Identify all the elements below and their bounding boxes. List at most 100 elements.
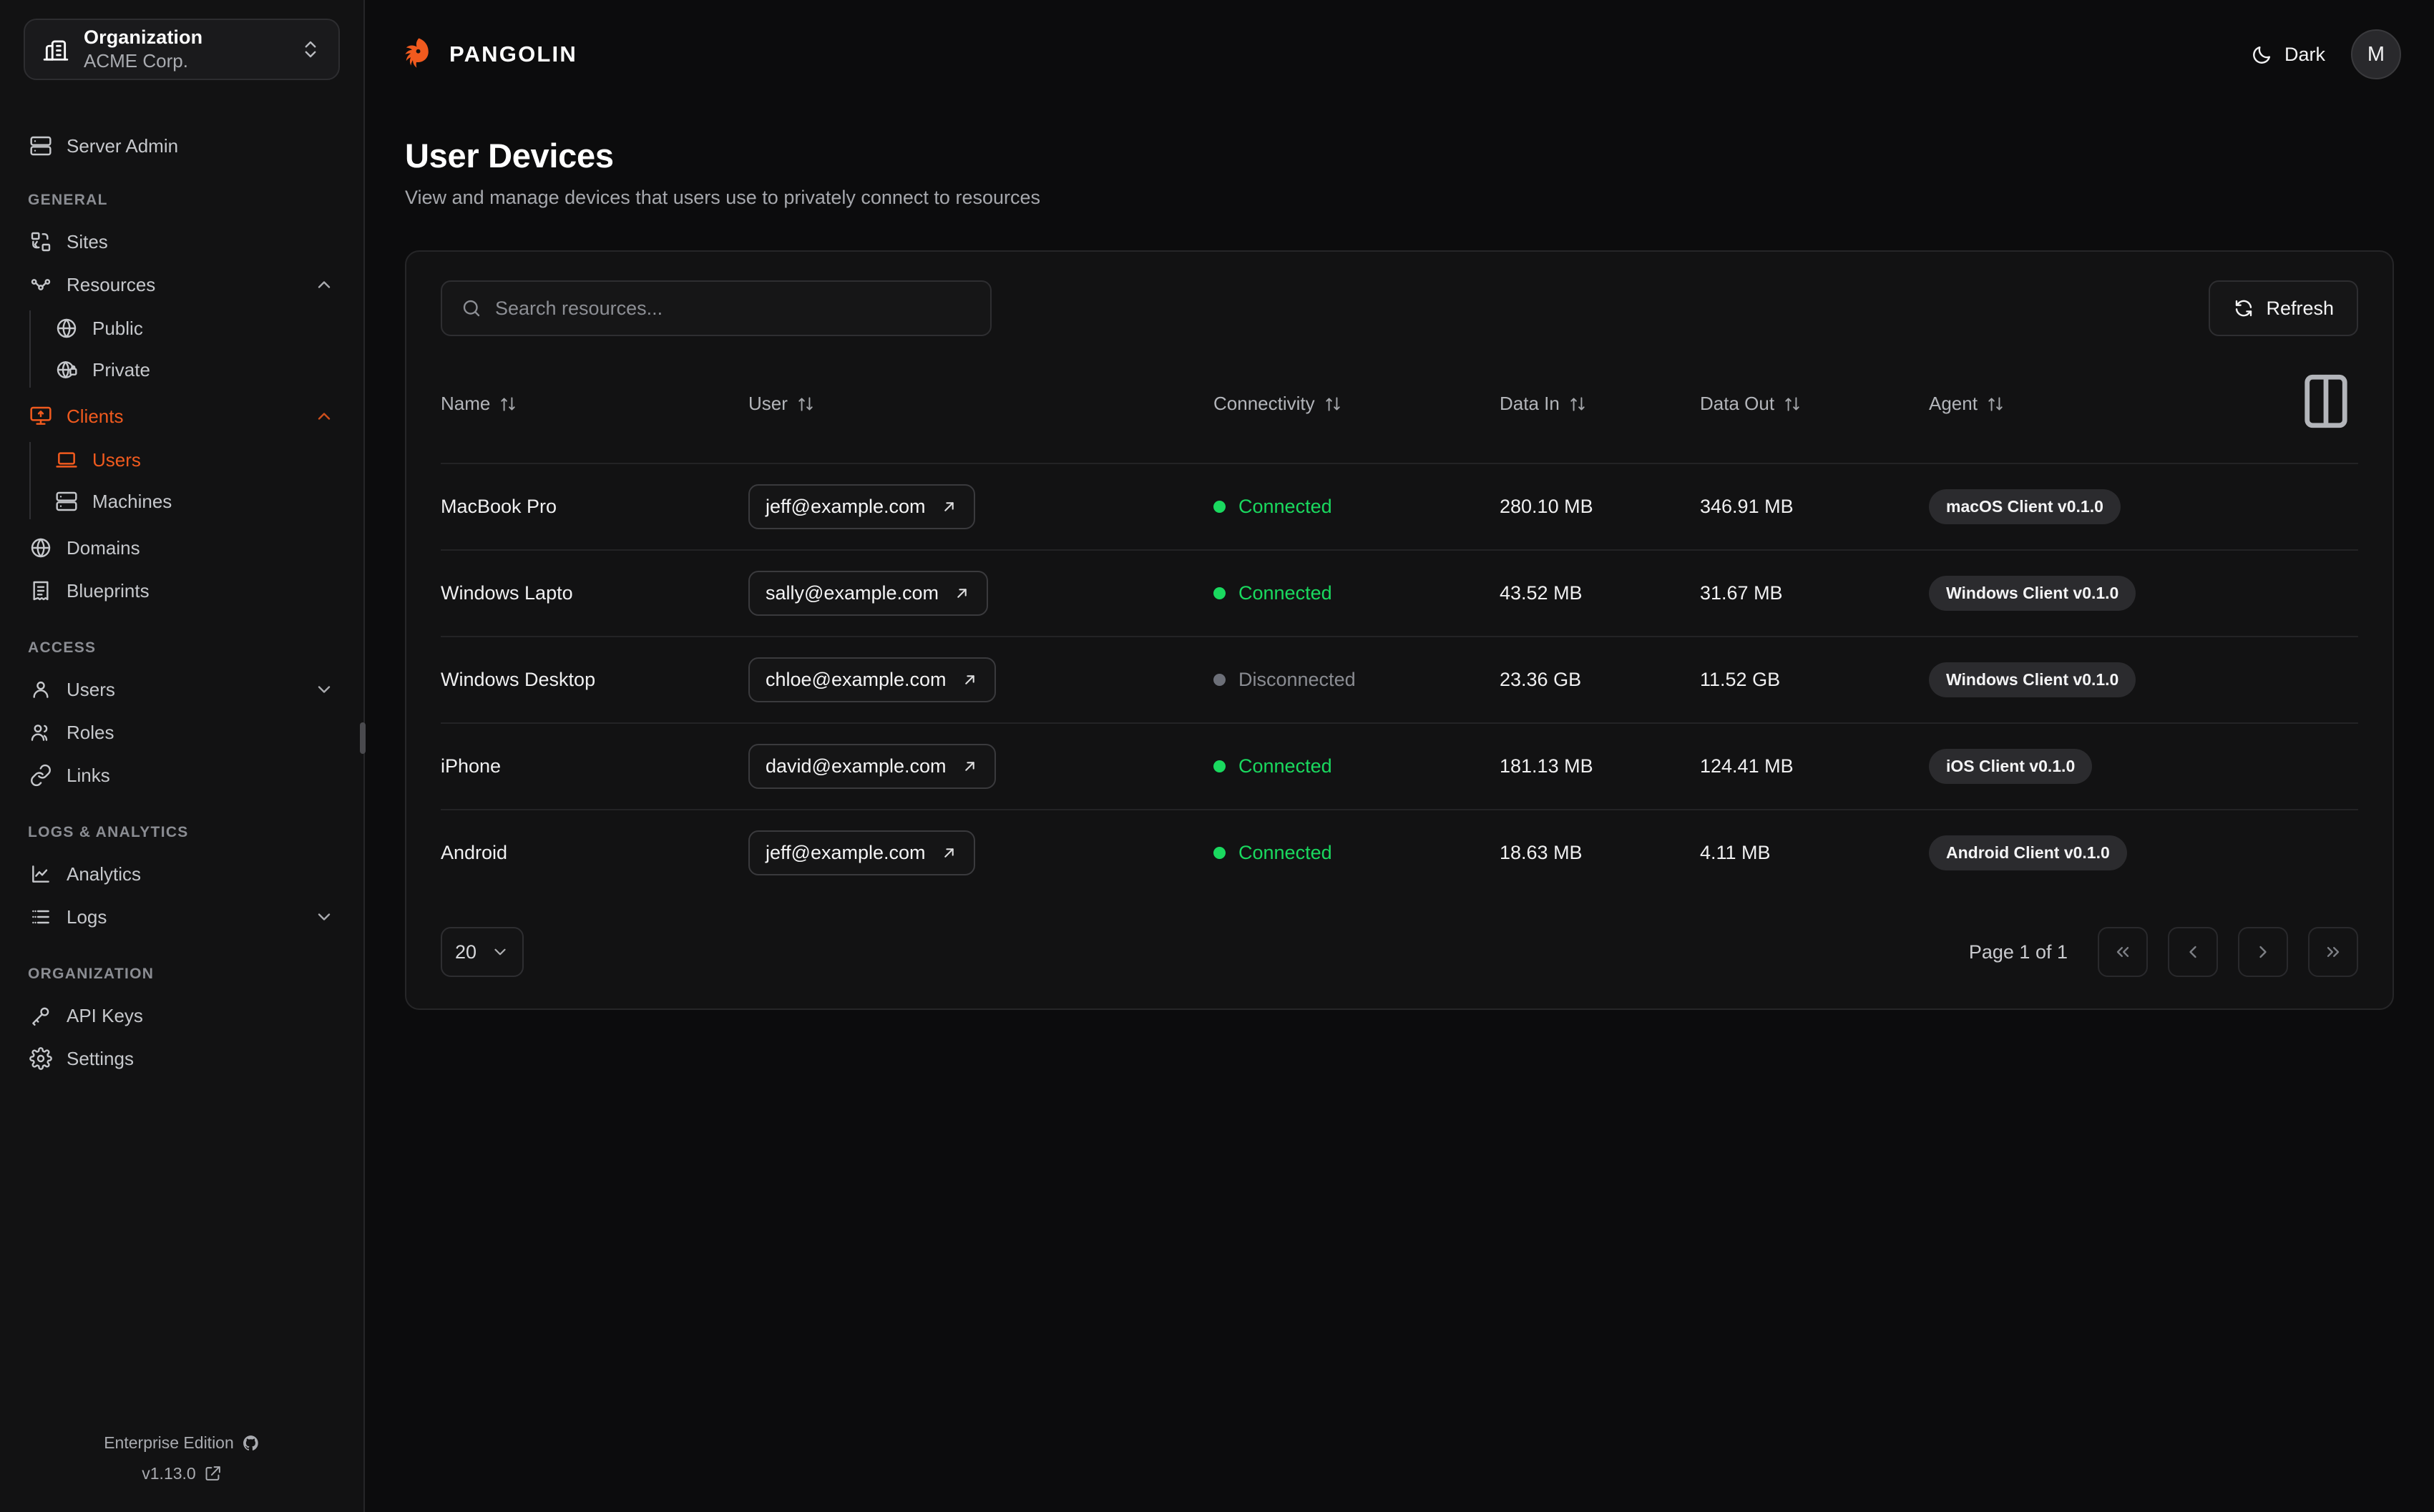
previous-page-button[interactable]: [2168, 927, 2218, 977]
topbar: PANGOLIN Dark M: [365, 0, 2434, 109]
edition-github-link[interactable]: Enterprise Edition: [104, 1433, 260, 1453]
sidebar-item-resources[interactable]: Resources: [24, 263, 340, 306]
cell-row-actions[interactable]: [2294, 810, 2358, 895]
column-header-user[interactable]: User: [748, 369, 1213, 463]
sidebar-item-public[interactable]: Public: [49, 308, 340, 349]
cell-name: iPhone: [441, 755, 502, 777]
cell-data-in: 43.52 MB: [1500, 582, 1583, 604]
sidebar-item-server-admin[interactable]: Server Admin: [24, 124, 340, 167]
page-size-select[interactable]: 20: [441, 927, 524, 977]
user-link-chip[interactable]: chloe@example.com: [748, 657, 996, 702]
table-row[interactable]: Windows Lapto sally@example.com: [441, 550, 2358, 637]
sidebar-item-blueprints[interactable]: Blueprints: [24, 569, 340, 612]
cell-row-actions[interactable]: [2294, 550, 2358, 637]
sidebar-item-label: Sites: [67, 230, 108, 252]
sort-icon: [1986, 395, 2005, 413]
sidebar-item-clients-users[interactable]: Users: [49, 439, 340, 481]
table-row[interactable]: iPhone david@example.com: [441, 723, 2358, 810]
status-label: Connected: [1238, 842, 1332, 863]
globe-icon: [55, 317, 78, 340]
column-header-data-in[interactable]: Data In: [1500, 369, 1700, 463]
external-link-icon: [204, 1465, 222, 1483]
user-link-chip[interactable]: sally@example.com: [748, 571, 988, 616]
column-label: Name: [441, 393, 491, 414]
sidebar-item-label: Machines: [92, 490, 172, 512]
chevron-down-icon[interactable]: [314, 907, 334, 927]
user-email: jeff@example.com: [766, 496, 926, 517]
sidebar-item-users[interactable]: Users: [24, 668, 340, 711]
gear-icon: [29, 1047, 52, 1070]
table-row[interactable]: Windows Desktop chloe@example.com: [441, 637, 2358, 723]
server-icon: [29, 134, 52, 157]
edition-label: Enterprise Edition: [104, 1433, 234, 1452]
org-switcher[interactable]: Organization ACME Corp.: [24, 19, 340, 80]
main-content: PANGOLIN Dark M User Devices View and: [365, 0, 2434, 1512]
table-row[interactable]: Android jeff@example.com: [441, 810, 2358, 895]
sidebar-item-api-keys[interactable]: API Keys: [24, 994, 340, 1037]
sidebar-item-logs[interactable]: Logs: [24, 895, 340, 938]
sidebar-item-sites[interactable]: Sites: [24, 220, 340, 263]
sidebar-item-links[interactable]: Links: [24, 754, 340, 797]
cell-row-actions[interactable]: [2294, 463, 2358, 550]
chevron-up-icon[interactable]: [314, 406, 334, 426]
cell-user: jeff@example.com: [748, 810, 1213, 895]
cell-row-actions[interactable]: [2294, 637, 2358, 723]
page-subtitle: View and manage devices that users use t…: [405, 187, 1040, 208]
cell-data-in: 181.13 MB: [1500, 755, 1593, 777]
sidebar-item-machines[interactable]: Machines: [49, 481, 340, 522]
avatar[interactable]: M: [2351, 29, 2401, 79]
next-page-button[interactable]: [2238, 927, 2288, 977]
sidebar-item-label: Clients: [67, 405, 124, 427]
refresh-button[interactable]: Refresh: [2209, 280, 2358, 336]
sidebar-item-label: Users: [92, 448, 141, 471]
user-link-chip[interactable]: jeff@example.com: [748, 484, 975, 529]
page-size-value: 20: [455, 941, 477, 963]
user-link-chip[interactable]: jeff@example.com: [748, 830, 975, 875]
status-badge: Disconnected: [1213, 669, 1356, 691]
chevron-down-icon[interactable]: [314, 679, 334, 699]
theme-toggle-button[interactable]: Dark: [2251, 44, 2325, 66]
cell-row-actions[interactable]: [2294, 723, 2358, 810]
chevron-right-icon: [2253, 942, 2273, 962]
sidebar-footer: Enterprise Edition v1.13.0: [0, 1433, 363, 1512]
cell-agent: Android Client v0.1.0: [1929, 810, 2294, 895]
link-icon: [29, 764, 52, 787]
search-icon: [461, 298, 482, 319]
chevron-up-icon[interactable]: [314, 275, 334, 295]
sidebar-item-label: Private: [92, 358, 150, 381]
arrow-up-right-icon: [953, 584, 971, 602]
status-label: Connected: [1238, 755, 1332, 777]
column-header-connectivity[interactable]: Connectivity: [1213, 369, 1500, 463]
cell-connectivity: Connected: [1213, 550, 1500, 637]
user-link-chip[interactable]: david@example.com: [748, 744, 996, 789]
sidebar-item-roles[interactable]: Roles: [24, 711, 340, 754]
table-row[interactable]: MacBook Pro jeff@example.com: [441, 463, 2358, 550]
first-page-button[interactable]: [2098, 927, 2148, 977]
column-header-data-out[interactable]: Data Out: [1700, 369, 1929, 463]
column-label: Agent: [1929, 393, 1978, 414]
columns-toggle-icon[interactable]: [2294, 374, 2358, 438]
cell-connectivity: Disconnected: [1213, 637, 1500, 723]
brand-logo-link[interactable]: PANGOLIN: [398, 35, 577, 74]
cell-user: chloe@example.com: [748, 637, 1213, 723]
column-header-agent[interactable]: Agent: [1929, 369, 2294, 463]
sidebar-resize-handle[interactable]: [360, 722, 366, 754]
column-header-name[interactable]: Name: [441, 369, 748, 463]
cell-name: Windows Lapto: [441, 582, 573, 604]
sidebar-item-analytics[interactable]: Analytics: [24, 853, 340, 895]
resources-subnav: Public Private: [29, 308, 340, 391]
column-header-view-options[interactable]: [2294, 369, 2358, 463]
version-link[interactable]: v1.13.0: [142, 1464, 221, 1483]
sidebar-item-clients[interactable]: Clients: [24, 395, 340, 438]
search-box[interactable]: [441, 280, 992, 336]
sidebar-item-settings[interactable]: Settings: [24, 1037, 340, 1080]
last-page-button[interactable]: [2308, 927, 2358, 977]
sidebar-item-label: Analytics: [67, 863, 142, 885]
devices-table: Name User: [441, 369, 2358, 895]
sidebar-item-private[interactable]: Private: [49, 349, 340, 391]
sort-icon: [499, 395, 517, 413]
sidebar-item-label: Public: [92, 317, 143, 339]
agent-badge: Android Client v0.1.0: [1929, 835, 2127, 870]
sidebar-item-domains[interactable]: Domains: [24, 526, 340, 569]
search-input[interactable]: [495, 297, 972, 320]
